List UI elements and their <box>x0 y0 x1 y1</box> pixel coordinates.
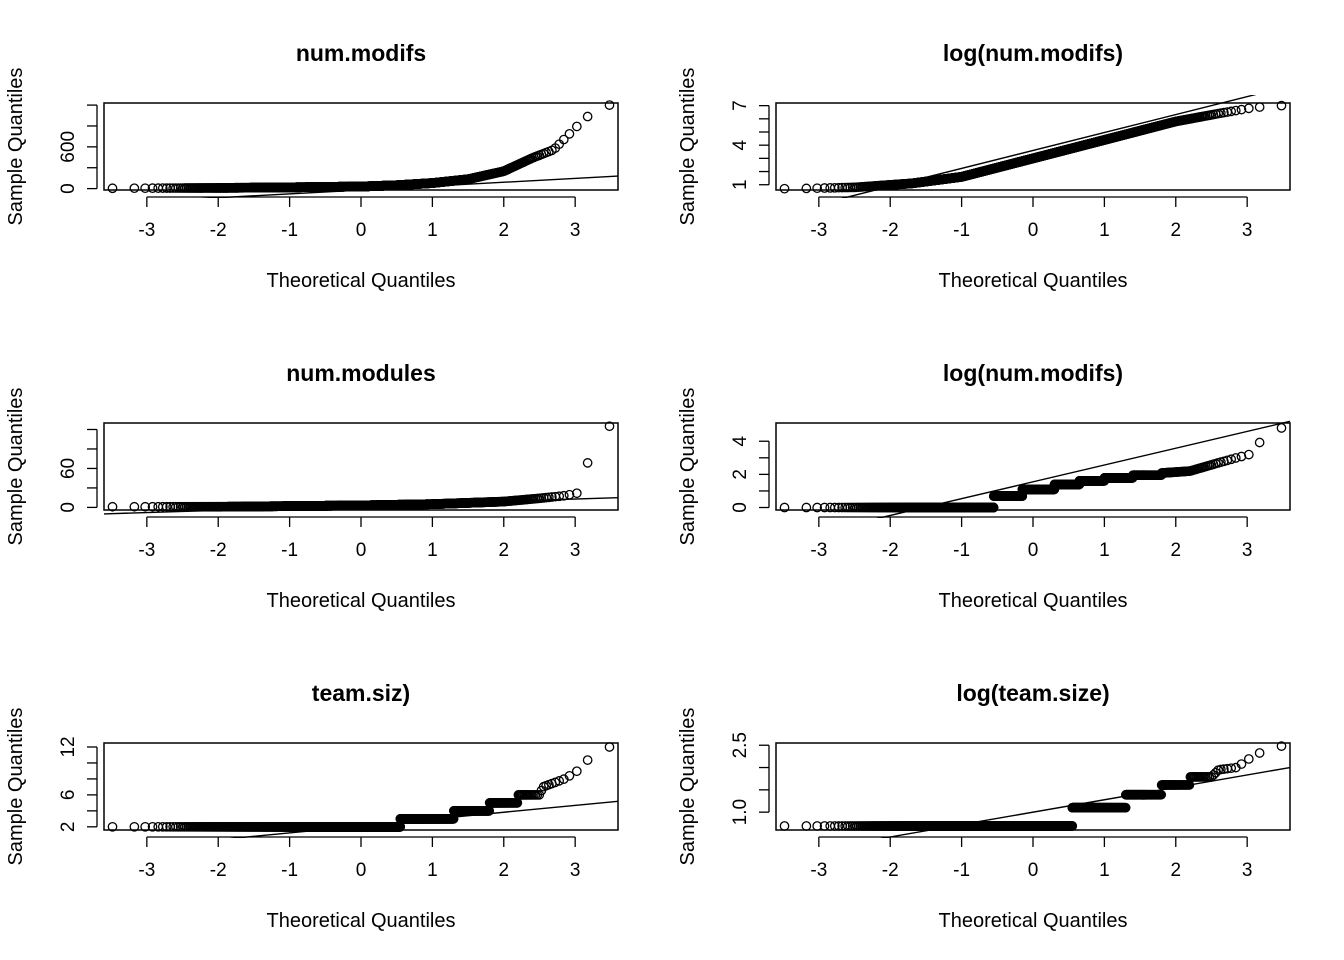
x-tick-label: 1 <box>427 540 438 561</box>
qq-point <box>147 501 158 512</box>
qq-point <box>129 183 140 194</box>
qq-point <box>840 182 850 193</box>
qq-point <box>564 129 575 139</box>
marks <box>107 100 619 198</box>
qq-panel: num.modules Sample Quantiles Theoretical Q… <box>5 360 619 612</box>
qq-point <box>168 183 178 193</box>
qq-point <box>582 111 593 122</box>
qq-points <box>779 100 1287 194</box>
qq-point <box>1226 106 1237 117</box>
qq-point <box>1243 103 1254 114</box>
qq-point <box>1219 107 1229 118</box>
x-tick-label: 0 <box>356 220 367 241</box>
x-tick-label: -2 <box>882 220 899 241</box>
x-tick-label: 3 <box>1242 220 1253 241</box>
y-tick-label: 1 <box>730 179 751 190</box>
y-tick-label: 7 <box>730 100 751 111</box>
y-tick-label: 4 <box>730 139 751 150</box>
x-tick-label: -3 <box>138 540 155 561</box>
qq-reference-line <box>840 95 1257 198</box>
qq-point <box>558 134 569 145</box>
plot-frame <box>103 102 619 191</box>
qq-point <box>129 501 140 512</box>
y-tick-label: 60 <box>58 458 79 479</box>
x-tick-label: 2 <box>498 540 509 561</box>
plot-frame <box>775 102 1291 191</box>
x-tick-label: -1 <box>953 220 970 241</box>
x-tick-label: 3 <box>570 540 581 561</box>
qq-point <box>1276 100 1287 111</box>
qq-points <box>107 100 615 194</box>
qq-point <box>812 183 823 194</box>
x-tick-label: -2 <box>210 540 227 561</box>
qq-point <box>147 183 158 193</box>
qq-point <box>801 183 812 194</box>
qq-point <box>1230 105 1241 116</box>
x-tick-label: 0 <box>1028 220 1039 241</box>
marks <box>103 421 619 515</box>
x-tick-label: 0 <box>356 540 367 561</box>
qq-point <box>161 183 172 193</box>
qq-point <box>571 121 582 132</box>
qq-point <box>107 501 118 512</box>
qq-point <box>829 182 840 193</box>
qq-points <box>107 421 615 512</box>
x-tick-label: -1 <box>281 220 298 241</box>
x-tick-label: -3 <box>138 220 155 241</box>
x-tick-label: -3 <box>810 220 827 241</box>
y-axis-title: Sample Quantiles <box>5 388 27 546</box>
qq-point <box>140 183 151 194</box>
qq-point <box>107 183 118 194</box>
marks <box>779 95 1287 198</box>
qq-point <box>604 100 615 110</box>
y-tick-label: 0 <box>58 502 79 513</box>
qq-point <box>819 183 830 193</box>
qq-point <box>1236 104 1247 115</box>
x-axis-title: Theoretical Quantiles <box>267 270 456 292</box>
qq-point <box>157 183 168 193</box>
x-tick-label: 3 <box>570 220 581 241</box>
qq-panel: num.modifs Sample Quantiles Theoretical Qu… <box>5 40 619 292</box>
qq-point <box>1254 102 1265 112</box>
x-axis-title: Theoretical Quantiles <box>267 590 456 612</box>
qq-point <box>779 183 790 194</box>
qq-panel: log(num.modifs) Sample Quantiles Theoretic… <box>677 40 1291 292</box>
x-tick-label: 1 <box>1099 220 1110 241</box>
qq-point <box>833 182 844 193</box>
panel-title: num.modifs <box>296 40 426 66</box>
y-tick-label: 0 <box>58 183 79 194</box>
panel-title: log(num.modifs) <box>943 40 1123 66</box>
panel-title: num.modules <box>286 360 436 386</box>
x-tick-label: 2 <box>498 220 509 241</box>
x-tick-label: 2 <box>1170 220 1181 241</box>
y-tick-label: 600 <box>58 131 79 163</box>
y-axis-title: Sample Quantiles <box>677 68 699 226</box>
y-axis-title: Sample Quantiles <box>5 68 27 226</box>
x-tick-label: -2 <box>210 220 227 241</box>
qq-point <box>168 501 178 512</box>
qq-point <box>140 501 151 512</box>
qq-point <box>161 501 172 512</box>
x-axis-title: Theoretical Quantiles <box>939 270 1128 292</box>
x-tick-label: -1 <box>281 540 298 561</box>
qq-point <box>157 501 168 512</box>
x-tick-label: 1 <box>427 220 438 241</box>
